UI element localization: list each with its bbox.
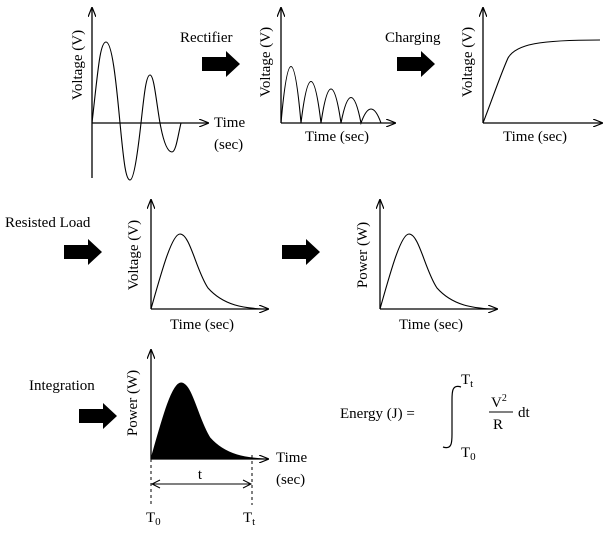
ac-waveform xyxy=(91,41,182,181)
upper-limit: Tt xyxy=(461,372,473,390)
rectifier-arrow xyxy=(202,51,240,77)
charging-curve xyxy=(482,39,601,124)
power-pulse xyxy=(379,233,492,310)
power-axis-label: Power (W) xyxy=(125,370,141,436)
voltage-axis-label: Voltage (V) xyxy=(460,27,476,97)
rectified-voltage-graph: Voltage (V) Time (sec) xyxy=(258,8,395,145)
integrated-power-graph: Power (W) Time (sec) t T0 Tt xyxy=(125,350,307,528)
voltage-axis-label: Voltage (V) xyxy=(126,220,142,290)
energy-area xyxy=(150,382,265,460)
charging-arrow xyxy=(397,51,435,77)
resisted-load-arrow xyxy=(64,239,102,265)
duration-left-arrowhead xyxy=(150,479,161,489)
rectified-waveform xyxy=(280,66,382,126)
rectifier-label: Rectifier xyxy=(180,30,232,46)
formula-lhs: Energy (J) = xyxy=(340,406,415,422)
energy-formula: Energy (J) = Tt T0 V2 R dt xyxy=(340,372,531,463)
power-graph: Power (W) Time (sec) xyxy=(355,200,497,333)
time-axis-label: Time (sec) xyxy=(170,317,234,333)
differential: dt xyxy=(518,405,531,421)
duration-label: t xyxy=(198,467,203,483)
time-unit-label: (sec) xyxy=(214,137,243,153)
t0-marker: T0 xyxy=(146,510,161,528)
resisted-load-label: Resisted Load xyxy=(5,215,91,231)
time-axis-label: Time xyxy=(276,450,307,466)
power-conversion-arrow xyxy=(282,239,320,265)
integral-sign xyxy=(442,385,462,449)
charging-label: Charging xyxy=(385,30,441,46)
integration-label: Integration xyxy=(29,378,95,394)
load-voltage-graph: Voltage (V) Time (sec) xyxy=(126,200,268,333)
denominator: R xyxy=(493,417,503,433)
voltage-axis-label: Voltage (V) xyxy=(70,30,86,100)
numerator: V2 xyxy=(491,393,507,411)
lower-limit: T0 xyxy=(461,445,476,463)
duration-right-arrowhead xyxy=(242,479,253,489)
time-axis-label: Time (sec) xyxy=(503,129,567,145)
charging-voltage-graph: Voltage (V) Time (sec) xyxy=(460,8,602,145)
power-axis-label: Power (W) xyxy=(355,222,371,288)
time-unit-label: (sec) xyxy=(276,472,305,488)
integration-arrow xyxy=(79,403,117,429)
load-voltage-pulse xyxy=(150,233,263,310)
ac-voltage-graph: Voltage (V) Time (sec) xyxy=(70,8,245,181)
time-axis-label: Time xyxy=(214,115,245,131)
voltage-axis-label: Voltage (V) xyxy=(258,27,274,97)
time-axis-label: Time (sec) xyxy=(305,129,369,145)
time-axis-label: Time (sec) xyxy=(399,317,463,333)
tt-marker: Tt xyxy=(243,510,255,528)
